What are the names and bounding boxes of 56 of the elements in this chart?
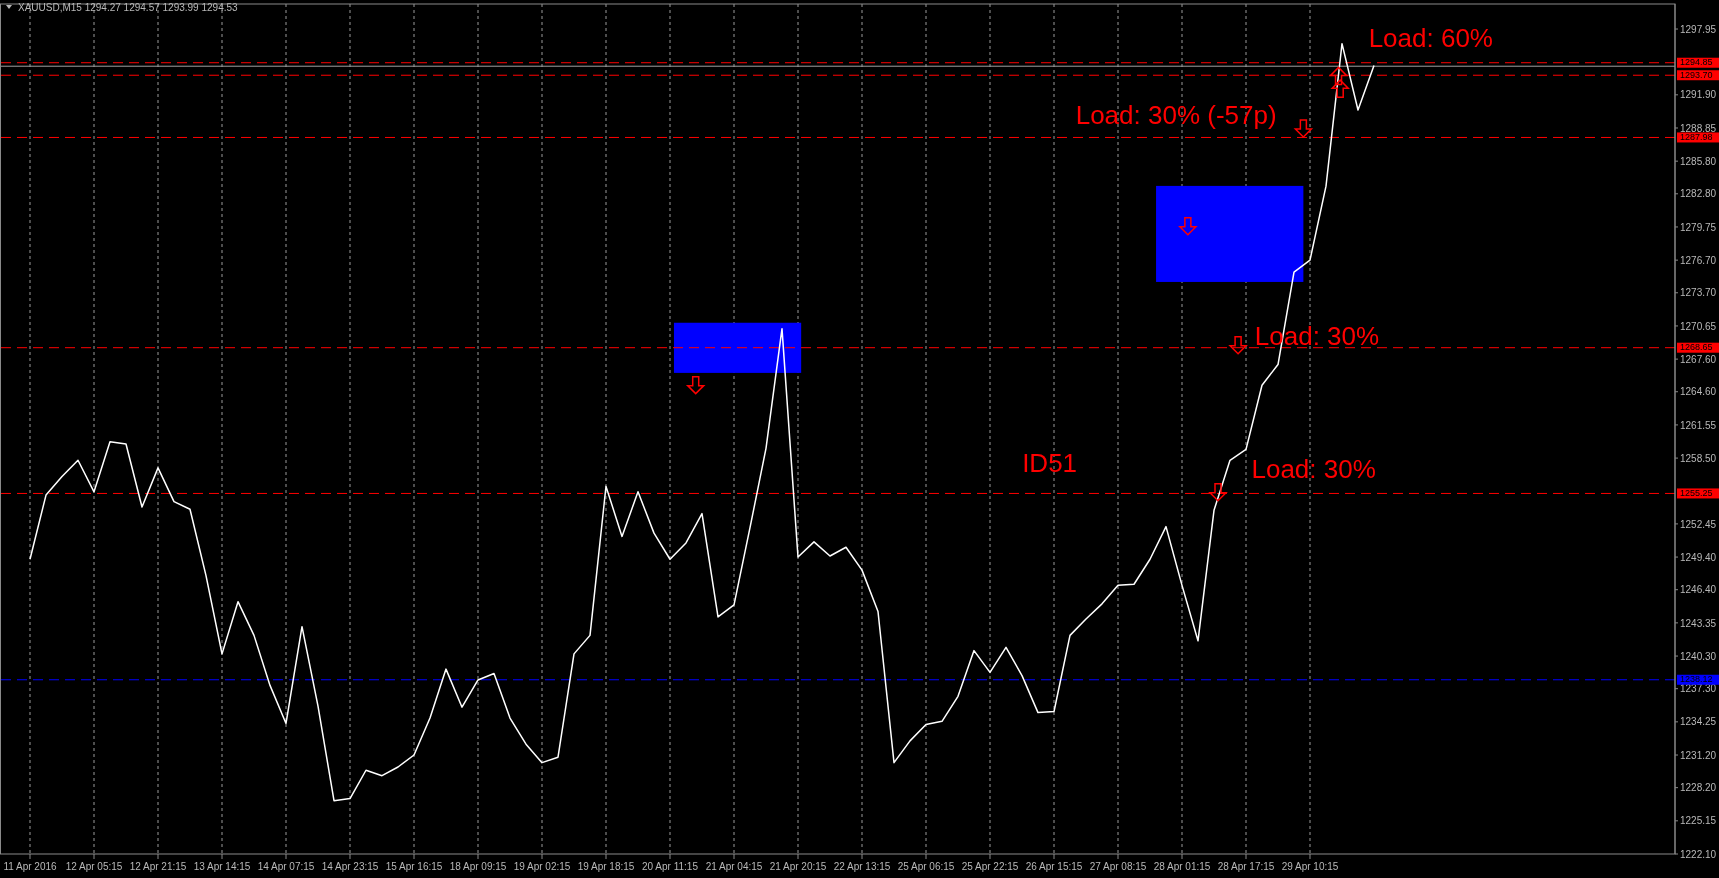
x-tick-label: 19 Apr 02:15 xyxy=(513,861,571,872)
y-tick-label: 1258.50 xyxy=(1680,452,1717,464)
x-tick-label: 20 Apr 11:15 xyxy=(642,861,699,872)
x-tick-label: 14 Apr 07:15 xyxy=(257,861,315,872)
y-tick-label: 1288.85 xyxy=(1680,122,1717,134)
x-tick-label: 12 Apr 21:15 xyxy=(129,861,187,872)
x-tick-label: 21 Apr 20:15 xyxy=(769,861,827,872)
y-tick-label: 1249.40 xyxy=(1680,551,1717,563)
y-tick-label: 1270.65 xyxy=(1680,320,1717,332)
y-tick-label: 1252.45 xyxy=(1680,518,1717,530)
y-tick-label: 1246.40 xyxy=(1680,584,1717,596)
y-tick-label: 1243.35 xyxy=(1680,617,1717,629)
annotation: Load: 30% xyxy=(1251,454,1376,485)
x-tick-label: 25 Apr 06:15 xyxy=(897,861,955,872)
y-tick-label: 1237.30 xyxy=(1680,683,1717,695)
x-tick-label: 29 Apr 10:15 xyxy=(1281,861,1339,872)
x-tick-label: 18 Apr 09:15 xyxy=(449,861,507,872)
x-tick-label: 15 Apr 16:15 xyxy=(385,861,443,872)
y-tick-label: 1297.95 xyxy=(1680,23,1717,35)
x-tick-label: 26 Apr 15:15 xyxy=(1025,861,1083,872)
x-tick-label: 14 Apr 23:15 xyxy=(321,861,379,872)
ref-line-label: 1255.25 xyxy=(1680,487,1713,498)
chart-title: XAUUSD,M15 1294.27 1294.57 1293.99 1294.53 xyxy=(18,2,239,13)
x-tick-label: 11 Apr 2016 xyxy=(3,861,58,872)
annotation: Load: 60% xyxy=(1368,23,1493,54)
x-tick-label: 25 Apr 22:15 xyxy=(961,861,1019,872)
ref-line-label: 1293.70 xyxy=(1680,69,1713,80)
x-tick-label: 12 Apr 05:15 xyxy=(65,861,123,872)
x-tick-label: 21 Apr 04:15 xyxy=(705,861,763,872)
y-tick-label: 1225.15 xyxy=(1680,815,1717,827)
y-tick-label: 1234.25 xyxy=(1680,716,1717,728)
y-tick-label: 1261.55 xyxy=(1680,419,1717,431)
y-tick-label: 1222.10 xyxy=(1680,848,1717,860)
y-tick-label: 1264.60 xyxy=(1680,386,1717,398)
y-tick-label: 1279.75 xyxy=(1680,221,1717,233)
ref-line-label: 1287.98 xyxy=(1680,131,1713,142)
ref-line-label: 1268.65 xyxy=(1680,342,1713,353)
ref-line-label: 1294.85 xyxy=(1680,57,1713,68)
y-tick-label: 1231.20 xyxy=(1680,749,1717,761)
y-tick-label: 1282.80 xyxy=(1680,188,1717,200)
x-tick-label: 28 Apr 01:15 xyxy=(1153,861,1211,872)
x-tick-label: 22 Apr 13:15 xyxy=(833,861,891,872)
x-tick-label: 27 Apr 08:15 xyxy=(1089,861,1147,872)
y-tick-label: 1291.90 xyxy=(1680,89,1717,101)
annotation: Load: 30% (-57p) xyxy=(1075,99,1277,130)
y-tick-label: 1240.30 xyxy=(1680,650,1717,662)
x-tick-label: 19 Apr 18:15 xyxy=(577,861,635,872)
y-tick-label: 1267.60 xyxy=(1680,353,1717,365)
x-tick-label: 13 Apr 14:15 xyxy=(193,861,251,872)
y-tick-label: 1285.80 xyxy=(1680,155,1717,167)
y-tick-label: 1276.70 xyxy=(1680,254,1717,266)
x-tick-label: 28 Apr 17:15 xyxy=(1217,861,1275,872)
y-tick-label: 1273.70 xyxy=(1680,287,1717,299)
y-tick-label: 1228.20 xyxy=(1680,782,1717,794)
ref-line-label: 1238.12 xyxy=(1680,674,1713,685)
annotation: ID51 xyxy=(1022,448,1078,479)
